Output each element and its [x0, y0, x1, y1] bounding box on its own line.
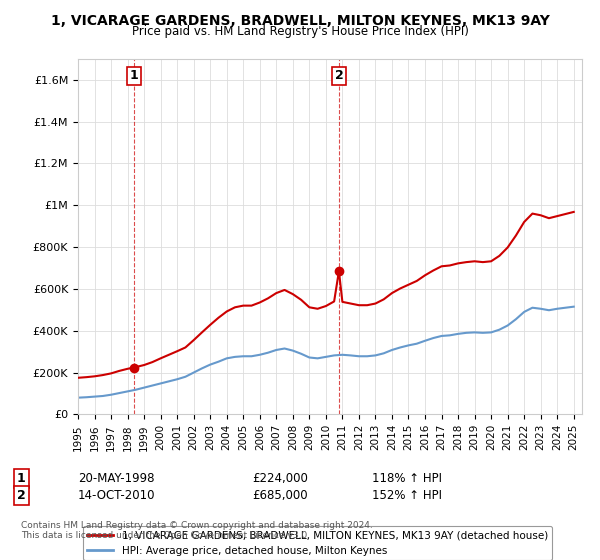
- Legend: 1, VICARAGE GARDENS, BRADWELL, MILTON KEYNES, MK13 9AY (detached house), HPI: Av: 1, VICARAGE GARDENS, BRADWELL, MILTON KE…: [83, 526, 552, 560]
- Text: 1: 1: [17, 472, 25, 486]
- Text: £224,000: £224,000: [252, 472, 308, 486]
- Text: 14-OCT-2010: 14-OCT-2010: [78, 489, 155, 502]
- Text: 118% ↑ HPI: 118% ↑ HPI: [372, 472, 442, 486]
- Text: 2: 2: [17, 489, 25, 502]
- Text: 2: 2: [335, 69, 343, 82]
- Text: 1, VICARAGE GARDENS, BRADWELL, MILTON KEYNES, MK13 9AY: 1, VICARAGE GARDENS, BRADWELL, MILTON KE…: [50, 14, 550, 28]
- Text: Price paid vs. HM Land Registry's House Price Index (HPI): Price paid vs. HM Land Registry's House …: [131, 25, 469, 38]
- Text: 1: 1: [130, 69, 138, 82]
- Text: £685,000: £685,000: [252, 489, 308, 502]
- Text: 152% ↑ HPI: 152% ↑ HPI: [372, 489, 442, 502]
- Text: 20-MAY-1998: 20-MAY-1998: [78, 472, 155, 486]
- Text: Contains HM Land Registry data © Crown copyright and database right 2024.
This d: Contains HM Land Registry data © Crown c…: [21, 521, 373, 540]
